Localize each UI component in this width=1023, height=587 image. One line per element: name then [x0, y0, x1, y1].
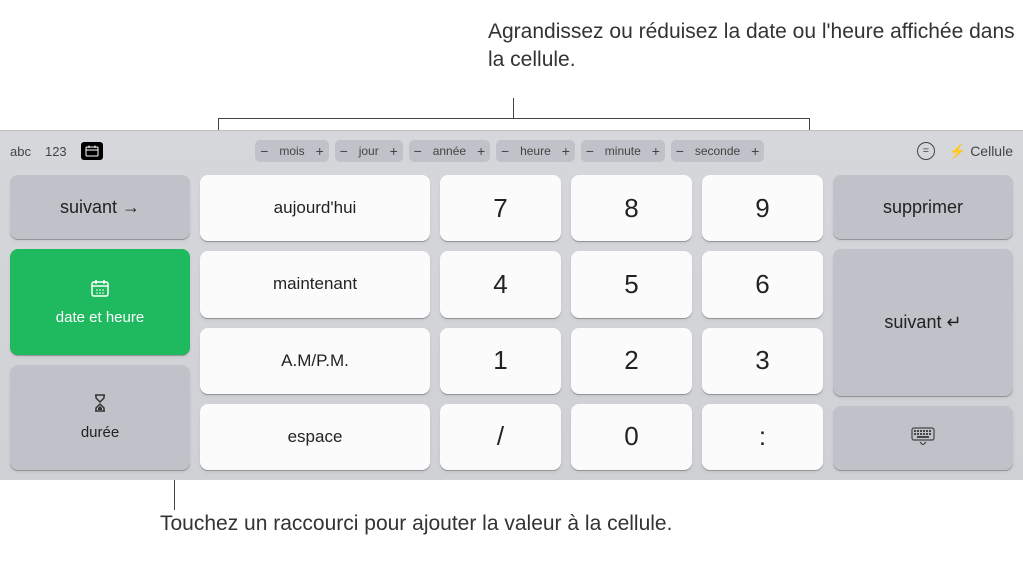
stepper-label: seconde: [689, 144, 746, 158]
shortcuts-column: aujourd'hui maintenant A.M/P.M. espace: [200, 175, 430, 470]
numkey-9[interactable]: 9: [702, 175, 823, 241]
stepper-plus[interactable]: +: [311, 143, 329, 159]
mode-abc[interactable]: abc: [10, 144, 31, 159]
stepper-jour: − jour +: [335, 140, 403, 162]
stepper-minute: − minute +: [581, 140, 665, 162]
numkey-4[interactable]: 4: [440, 251, 561, 317]
stepper-minus[interactable]: −: [335, 143, 353, 159]
callout-bottom: Touchez un raccourci pour ajouter la val…: [160, 510, 672, 538]
numkey-5[interactable]: 5: [571, 251, 692, 317]
suivant-right-button[interactable]: suivant: [10, 175, 190, 239]
stepper-seconde: − seconde +: [671, 140, 764, 162]
ampm-button[interactable]: A.M/P.M.: [200, 328, 430, 394]
numkey-2[interactable]: 2: [571, 328, 692, 394]
suivant-return-label: suivant: [884, 312, 961, 333]
stepper-annee: − année +: [409, 140, 490, 162]
dismiss-keyboard-button[interactable]: [833, 406, 1013, 470]
numkey-6[interactable]: 6: [702, 251, 823, 317]
hourglass-icon: [92, 393, 108, 418]
suivant-return-button[interactable]: suivant: [833, 249, 1013, 396]
stepper-minus[interactable]: −: [496, 143, 514, 159]
now-button[interactable]: maintenant: [200, 251, 430, 317]
numkey-7[interactable]: 7: [440, 175, 561, 241]
left-column: suivant date et heure durée: [10, 175, 190, 470]
stepper-label: jour: [353, 144, 385, 158]
stepper-plus[interactable]: +: [385, 143, 403, 159]
stepper-minus[interactable]: −: [581, 143, 599, 159]
mode-switcher: abc 123: [10, 142, 103, 160]
stepper-plus[interactable]: +: [472, 143, 490, 159]
mode-datetime-icon[interactable]: [81, 142, 103, 160]
numkey-colon[interactable]: :: [702, 404, 823, 470]
stepper-minus[interactable]: −: [409, 143, 427, 159]
numkey-0[interactable]: 0: [571, 404, 692, 470]
stepper-mois: − mois +: [255, 140, 328, 162]
today-button[interactable]: aujourd'hui: [200, 175, 430, 241]
stepper-plus[interactable]: +: [746, 143, 764, 159]
stepper-row: − mois + − jour + − année + − heure + −: [113, 140, 907, 162]
datetime-label: date et heure: [56, 309, 144, 326]
stepper-heure: − heure +: [496, 140, 575, 162]
right-column: supprimer suivant: [833, 175, 1013, 470]
numkey-slash[interactable]: /: [440, 404, 561, 470]
stepper-label: heure: [514, 144, 557, 158]
numkey-1[interactable]: 1: [440, 328, 561, 394]
keys-area: suivant date et heure durée aujourd'hui …: [0, 165, 1023, 480]
suivant-label: suivant: [60, 197, 140, 218]
numpad: 7 8 9 4 5 6 1 2 3 / 0 :: [440, 175, 823, 470]
toolbar: abc 123 − mois + − jour + − année +: [0, 131, 1023, 165]
datetime-mode-button[interactable]: date et heure: [10, 249, 190, 355]
numkey-8[interactable]: 8: [571, 175, 692, 241]
stepper-plus[interactable]: +: [647, 143, 665, 159]
cell-label: Cellule: [970, 143, 1013, 159]
toolbar-right: = ⚡ Cellule: [917, 142, 1013, 160]
cell-reference-button[interactable]: ⚡ Cellule: [949, 143, 1013, 160]
mode-123[interactable]: 123: [45, 144, 67, 159]
keyboard-icon: [911, 427, 935, 450]
datetime-keyboard-panel: abc 123 − mois + − jour + − année +: [0, 130, 1023, 480]
stepper-plus[interactable]: +: [557, 143, 575, 159]
delete-button[interactable]: supprimer: [833, 175, 1013, 239]
space-button[interactable]: espace: [200, 404, 430, 470]
formula-equals-icon[interactable]: =: [917, 142, 935, 160]
calendar-icon: [90, 278, 110, 303]
lightning-icon: ⚡: [949, 143, 966, 159]
stepper-minus[interactable]: −: [671, 143, 689, 159]
duration-label: durée: [81, 424, 119, 441]
numkey-3[interactable]: 3: [702, 328, 823, 394]
callout-line: [513, 98, 514, 118]
stepper-minus[interactable]: −: [255, 143, 273, 159]
callout-top: Agrandissez ou réduisez la date ou l'heu…: [488, 18, 1023, 75]
stepper-label: minute: [599, 144, 647, 158]
stepper-label: année: [427, 144, 472, 158]
duration-mode-button[interactable]: durée: [10, 365, 190, 471]
stepper-label: mois: [273, 144, 310, 158]
